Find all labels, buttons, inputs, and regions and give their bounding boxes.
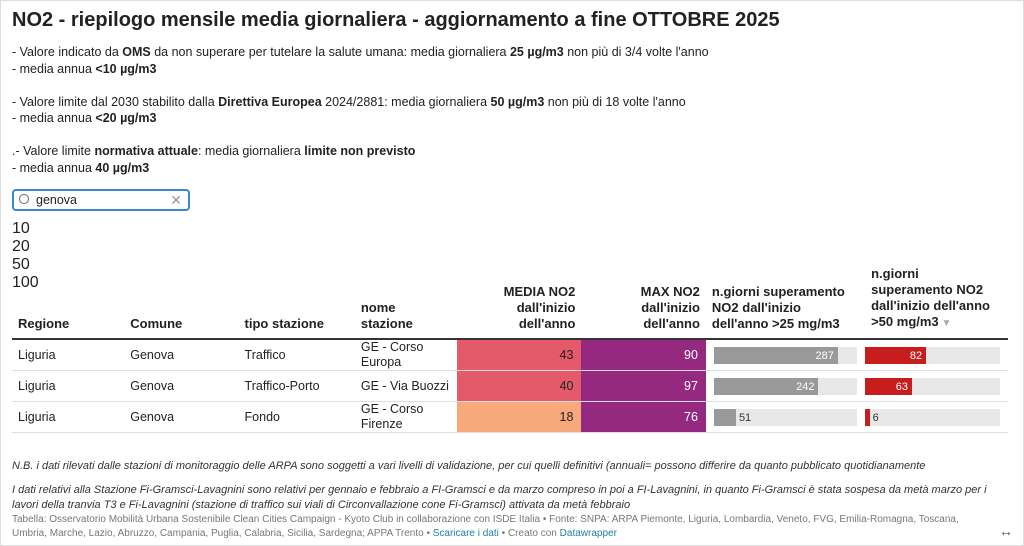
column-header[interactable]: n.giorni superamento NO2 dall'inizio del…: [705, 266, 866, 340]
bar-label: 242: [796, 380, 815, 393]
intro-line: [12, 77, 709, 94]
bar-cell: 242: [705, 370, 866, 402]
bar-label: 6: [872, 411, 879, 424]
search-box[interactable]: genova ✕: [12, 189, 190, 211]
intro-line: - media annua <10 µg/m3: [12, 61, 709, 78]
bar-label: 82: [909, 349, 923, 362]
cell: Genova: [124, 339, 239, 371]
intro-bold: <20 µg/m3: [95, 111, 157, 125]
table: Regione Comune tipo stazione nome stazione M…: [12, 266, 1008, 433]
intro-bold: limite non previsto: [304, 144, 416, 158]
table-row: Liguria Genova Fondo GE - Corso Firenze 18 76…: [12, 401, 1008, 433]
clear-button[interactable]: ✕: [170, 192, 182, 208]
bar-track: 82: [865, 346, 1000, 364]
intro-line: - Valore indicato da OMS da non superare…: [12, 44, 709, 61]
cell: Genova: [124, 401, 239, 433]
bar: [865, 346, 927, 364]
cell: Liguria: [12, 370, 125, 402]
intro-text: : media giornaliera: [197, 144, 305, 158]
bar-cell: 63: [865, 370, 1008, 402]
bar: [865, 377, 913, 395]
column-header[interactable]: Comune: [124, 266, 239, 340]
bar-track: 287: [713, 346, 858, 364]
intro-bold: Direttiva Europea: [218, 94, 322, 109]
note: N.B. i dati rilevati dalle stazioni di m…: [12, 460, 926, 472]
bar: [713, 377, 819, 395]
cell: GE - Corso Firenze: [354, 401, 457, 433]
column-header[interactable]: n.giorni superamento NO2 dall'inizio del…: [865, 266, 1008, 340]
intro-line: - media annua <20 µg/m3: [12, 110, 709, 127]
intro-bold: 40 µg/m3: [95, 160, 150, 175]
intro-bold: normativa attuale: [94, 144, 198, 158]
bar: [713, 408, 736, 426]
heat-cell: 40: [456, 370, 582, 402]
column-header[interactable]: MEDIA NO2 dall'inizio dell'anno: [456, 266, 582, 340]
intro-line: .- Valore limite normativa attuale: medi…: [12, 143, 709, 160]
bar-cell: 51: [705, 401, 866, 433]
heat-cell: 76: [581, 401, 706, 433]
intro-bold: <10 µg/m3: [95, 61, 157, 76]
intro-text: da non superare per tutelare la salute u…: [150, 45, 510, 59]
bar: [865, 408, 870, 426]
intro-line: - media annua 40 µg/m3: [12, 160, 709, 177]
heat-cell: 18: [456, 401, 582, 433]
column-header[interactable]: tipo stazione: [238, 266, 355, 340]
intro-text: - media annua: [12, 111, 96, 125]
cell: GE - Via Buozzi: [354, 370, 457, 402]
footer: Tabella: Osservatorio Mobilità Urbana So…: [12, 513, 992, 541]
source: Tabella: Osservatorio Mobilità Urbana So…: [12, 514, 959, 539]
intro-line: [12, 127, 709, 144]
table-row: Liguria Genova Traffico-Porto GE - Via Buoz…: [12, 370, 1008, 402]
cell: Liguria: [12, 401, 125, 433]
note: I dati relativi alla Stazione Fi-Gramsci…: [12, 484, 987, 511]
bar-track: 6: [865, 408, 1000, 426]
bar-cell: 6: [865, 401, 1008, 433]
tool-link[interactable]: Datawrapper: [559, 528, 617, 539]
created: • Creato con: [501, 528, 557, 539]
table-row: Liguria Genova Traffico GE - Corso Europa 43…: [12, 339, 1008, 371]
intro-bold: 50 µg/m3: [490, 94, 545, 109]
bar-track: 63: [865, 377, 1000, 395]
cell: GE - Corso Europa: [354, 339, 457, 371]
bar-label: 287: [815, 349, 834, 362]
download-link[interactable]: Scaricare i dati: [432, 528, 499, 539]
cell: Fondo: [238, 401, 355, 433]
heat-cell: 97: [581, 370, 706, 402]
bar-track: 51: [713, 408, 858, 426]
column-header[interactable]: nome stazione: [354, 266, 457, 340]
bar-cell: 82: [865, 339, 1008, 371]
intro-text: - media annua: [12, 61, 96, 76]
bar-label: 51: [738, 411, 752, 424]
heat-cell: 43: [456, 339, 582, 371]
bar: [713, 346, 838, 364]
legend-label: 20: [12, 238, 30, 255]
intro-line: - Valore limite dal 2030 stabilito dalla…: [12, 94, 709, 111]
intro-text: - Valore limite dal 2030 stabilito dalla: [12, 94, 219, 109]
search-text[interactable]: genova: [36, 193, 78, 207]
column-header[interactable]: MAX NO2 dall'inizio dell'anno: [581, 266, 706, 340]
cell: Liguria: [12, 339, 125, 371]
intro: - Valore indicato da OMS da non superare…: [12, 44, 709, 176]
bar-label: 63: [895, 380, 909, 393]
cell: Traffico: [238, 339, 355, 371]
cell: Genova: [124, 370, 239, 402]
cell: Traffico-Porto: [238, 370, 355, 402]
intro-bold: 25 µg/m3: [509, 45, 564, 59]
resize-icon[interactable]: ↔: [999, 523, 1013, 539]
intro-text: - Valore indicato da: [12, 45, 123, 59]
intro-bold: OMS: [122, 45, 151, 59]
bar-cell: 287: [705, 339, 866, 371]
intro-text: - media annua: [12, 160, 96, 175]
heat-cell: 90: [581, 339, 706, 371]
title: NO2 - riepilogo mensile media giornalier…: [12, 9, 780, 31]
intro-text: non più di 3/4 volte l'anno: [563, 45, 709, 59]
bar-track: 242: [713, 377, 858, 395]
intro-text: 2024/2881: media giornaliera: [321, 94, 491, 109]
column-header[interactable]: Regione: [12, 266, 125, 340]
intro-text: .- Valore limite: [12, 144, 95, 158]
intro-text: non più di 18 volte l'anno: [544, 94, 686, 109]
legend-label: 10: [12, 220, 30, 237]
